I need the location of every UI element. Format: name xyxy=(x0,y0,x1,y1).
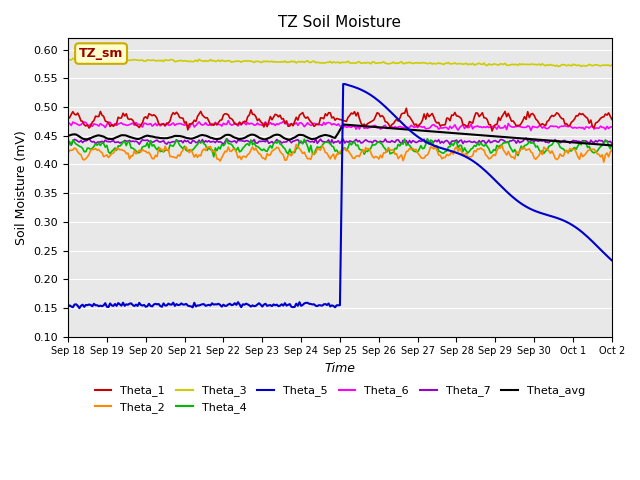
Legend: Theta_1, Theta_2, Theta_3, Theta_4, Theta_5, Theta_6, Theta_7, Theta_avg: Theta_1, Theta_2, Theta_3, Theta_4, Thet… xyxy=(90,381,589,418)
Theta_6 xyxy=(492,124,499,130)
Theta_7 xyxy=(67,142,75,148)
Theta_2 xyxy=(232,149,240,155)
Theta_4 xyxy=(210,154,218,160)
Theta_3 xyxy=(234,58,242,64)
Theta_avg xyxy=(608,143,616,148)
Theta_5 xyxy=(500,186,508,192)
Theta_avg xyxy=(232,135,240,141)
Theta_6 xyxy=(76,122,83,128)
Line: Theta_1: Theta_1 xyxy=(68,108,612,131)
Theta_avg xyxy=(76,133,83,139)
Theta_3 xyxy=(77,57,85,63)
Theta_2 xyxy=(365,145,373,151)
Theta_2 xyxy=(76,151,83,157)
Theta_3 xyxy=(492,61,499,67)
Theta_6 xyxy=(480,124,488,130)
Theta_1 xyxy=(64,116,72,122)
Theta_1 xyxy=(608,117,616,122)
Title: TZ Soil Moisture: TZ Soil Moisture xyxy=(278,15,401,30)
Theta_4 xyxy=(64,144,72,150)
Theta_1 xyxy=(480,115,488,120)
Theta_6 xyxy=(498,125,506,131)
Theta_2 xyxy=(608,147,616,153)
Theta_4 xyxy=(493,143,500,148)
Theta_6 xyxy=(608,124,616,130)
Theta_1 xyxy=(232,121,240,127)
Theta_7 xyxy=(608,141,616,146)
Theta_5 xyxy=(482,168,490,174)
Theta_7 xyxy=(522,135,530,141)
Line: Theta_3: Theta_3 xyxy=(68,59,612,67)
Theta_4 xyxy=(500,140,508,146)
Theta_5 xyxy=(493,179,500,185)
Theta_avg xyxy=(492,133,499,139)
Theta_1 xyxy=(493,121,500,127)
Theta_2 xyxy=(492,153,499,158)
Line: Theta_7: Theta_7 xyxy=(68,138,612,145)
Theta_5 xyxy=(64,304,72,310)
Theta_1 xyxy=(364,121,371,127)
Theta_2 xyxy=(600,159,607,165)
Theta_avg xyxy=(64,133,72,139)
Theta_4 xyxy=(76,144,83,149)
Theta_3 xyxy=(608,62,616,68)
Theta_1 xyxy=(500,111,508,117)
Line: Theta_5: Theta_5 xyxy=(68,84,612,308)
Theta_5 xyxy=(367,92,374,98)
Theta_3 xyxy=(365,60,373,66)
Theta_6 xyxy=(527,128,535,133)
Theta_4 xyxy=(608,142,616,147)
Theta_avg xyxy=(498,134,506,140)
Theta_3 xyxy=(64,57,72,63)
Theta_4 xyxy=(482,142,490,147)
Theta_5 xyxy=(77,303,85,309)
Theta_7 xyxy=(234,137,242,143)
Theta_5 xyxy=(76,305,83,311)
Line: Theta_2: Theta_2 xyxy=(68,144,612,162)
Theta_7 xyxy=(480,138,488,144)
Theta_7 xyxy=(492,138,499,144)
Theta_7 xyxy=(77,138,85,144)
Theta_1 xyxy=(488,128,496,134)
Theta_avg xyxy=(339,121,347,127)
Theta_6 xyxy=(365,124,373,130)
Theta_2 xyxy=(292,142,300,147)
Line: Theta_avg: Theta_avg xyxy=(68,124,612,145)
Theta_2 xyxy=(498,142,506,148)
Y-axis label: Soil Moisture (mV): Soil Moisture (mV) xyxy=(15,130,28,245)
Theta_2 xyxy=(64,151,72,156)
Theta_7 xyxy=(498,137,506,143)
Theta_3 xyxy=(480,60,488,66)
X-axis label: Time: Time xyxy=(324,362,355,375)
Theta_1 xyxy=(76,114,83,120)
Theta_5 xyxy=(234,300,242,305)
Theta_4 xyxy=(365,146,373,152)
Theta_7 xyxy=(365,139,373,145)
Theta_6 xyxy=(234,123,242,129)
Theta_avg xyxy=(480,132,488,138)
Theta_4 xyxy=(234,144,242,150)
Theta_1 xyxy=(403,106,410,111)
Theta_5 xyxy=(608,258,616,264)
Theta_7 xyxy=(64,137,72,143)
Theta_3 xyxy=(498,61,506,67)
Theta_6 xyxy=(225,118,232,123)
Line: Theta_6: Theta_6 xyxy=(68,120,612,131)
Theta_2 xyxy=(480,147,488,153)
Theta_avg xyxy=(365,124,373,130)
Text: TZ_sm: TZ_sm xyxy=(79,47,124,60)
Theta_5 xyxy=(339,81,347,87)
Line: Theta_4: Theta_4 xyxy=(68,139,612,157)
Theta_3 xyxy=(69,56,77,61)
Theta_4 xyxy=(424,136,431,142)
Theta_6 xyxy=(64,120,72,125)
Theta_3 xyxy=(577,64,585,70)
